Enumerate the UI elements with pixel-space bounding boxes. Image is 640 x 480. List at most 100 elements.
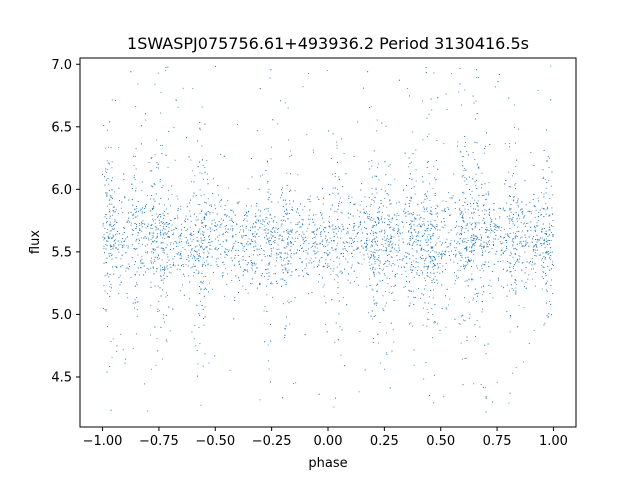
data-point xyxy=(441,210,443,212)
data-point xyxy=(276,252,278,254)
data-point xyxy=(282,397,284,399)
data-point xyxy=(141,212,143,214)
data-point xyxy=(455,247,457,249)
data-point xyxy=(224,225,226,227)
data-point xyxy=(463,220,465,222)
data-point xyxy=(373,272,375,274)
data-point xyxy=(266,235,267,237)
data-point xyxy=(312,231,314,233)
data-point xyxy=(229,369,231,371)
data-point xyxy=(227,254,228,256)
data-point xyxy=(467,209,469,211)
data-point xyxy=(513,232,514,234)
data-point xyxy=(517,258,518,260)
data-point xyxy=(471,278,473,280)
data-point xyxy=(308,248,309,250)
data-point xyxy=(413,224,415,226)
data-point xyxy=(488,209,490,210)
data-point xyxy=(500,230,502,232)
data-point xyxy=(247,188,249,190)
data-point xyxy=(516,243,518,245)
data-point xyxy=(426,250,428,252)
data-point xyxy=(434,226,436,228)
data-point xyxy=(271,283,273,285)
data-point xyxy=(427,318,428,320)
data-point xyxy=(428,173,430,175)
data-point xyxy=(228,250,229,252)
data-point xyxy=(342,186,344,188)
data-point xyxy=(225,232,226,233)
data-point xyxy=(196,251,198,253)
data-point xyxy=(506,247,508,249)
data-point xyxy=(467,256,469,258)
data-point xyxy=(541,229,543,230)
data-point xyxy=(459,213,461,215)
data-point xyxy=(112,210,114,212)
data-point xyxy=(212,193,214,195)
data-point xyxy=(199,172,201,174)
data-point xyxy=(509,266,511,268)
data-point xyxy=(540,237,542,239)
data-point xyxy=(251,239,253,240)
data-point xyxy=(250,282,251,284)
data-point xyxy=(299,226,301,228)
data-point xyxy=(428,234,430,236)
data-point xyxy=(347,212,349,214)
data-point xyxy=(444,210,446,212)
data-point xyxy=(385,125,387,127)
data-point xyxy=(509,220,511,222)
data-point xyxy=(509,222,511,224)
data-point xyxy=(417,240,419,241)
data-point xyxy=(190,233,192,235)
data-point xyxy=(540,192,542,194)
data-point xyxy=(488,193,490,195)
data-point xyxy=(282,272,284,274)
data-point xyxy=(408,213,410,215)
data-point xyxy=(330,259,332,261)
data-point xyxy=(347,230,349,232)
data-point xyxy=(260,222,262,224)
data-point xyxy=(160,197,162,199)
data-point xyxy=(201,106,203,108)
data-point xyxy=(446,308,448,310)
data-point xyxy=(515,237,516,239)
data-point xyxy=(383,222,385,224)
data-point xyxy=(271,218,273,220)
data-point xyxy=(306,272,308,274)
data-point xyxy=(405,270,407,272)
data-point xyxy=(154,222,156,224)
data-point xyxy=(403,210,405,212)
data-point xyxy=(351,196,353,198)
data-point xyxy=(294,237,296,239)
data-point xyxy=(371,241,373,243)
data-point xyxy=(389,387,391,389)
data-point xyxy=(417,203,419,205)
data-point xyxy=(120,258,122,260)
data-point xyxy=(281,252,282,254)
data-point xyxy=(337,339,339,341)
data-point xyxy=(489,244,490,246)
data-point xyxy=(446,109,448,110)
data-point xyxy=(279,252,281,254)
data-point xyxy=(517,198,519,200)
data-point xyxy=(376,192,378,194)
data-point xyxy=(424,260,426,262)
data-point xyxy=(365,246,366,248)
data-point xyxy=(541,264,543,266)
data-point xyxy=(291,241,293,243)
data-point xyxy=(214,355,216,357)
data-point xyxy=(408,230,410,232)
data-point xyxy=(196,245,198,247)
data-point xyxy=(270,231,272,233)
data-point xyxy=(473,383,475,385)
data-point xyxy=(372,268,374,270)
data-point xyxy=(325,235,327,237)
data-point xyxy=(521,211,523,212)
data-point xyxy=(165,226,167,227)
data-point xyxy=(415,231,417,233)
data-point xyxy=(267,222,268,224)
data-point xyxy=(411,188,413,189)
data-point xyxy=(263,225,265,227)
data-point xyxy=(528,274,530,276)
data-point xyxy=(427,244,429,246)
